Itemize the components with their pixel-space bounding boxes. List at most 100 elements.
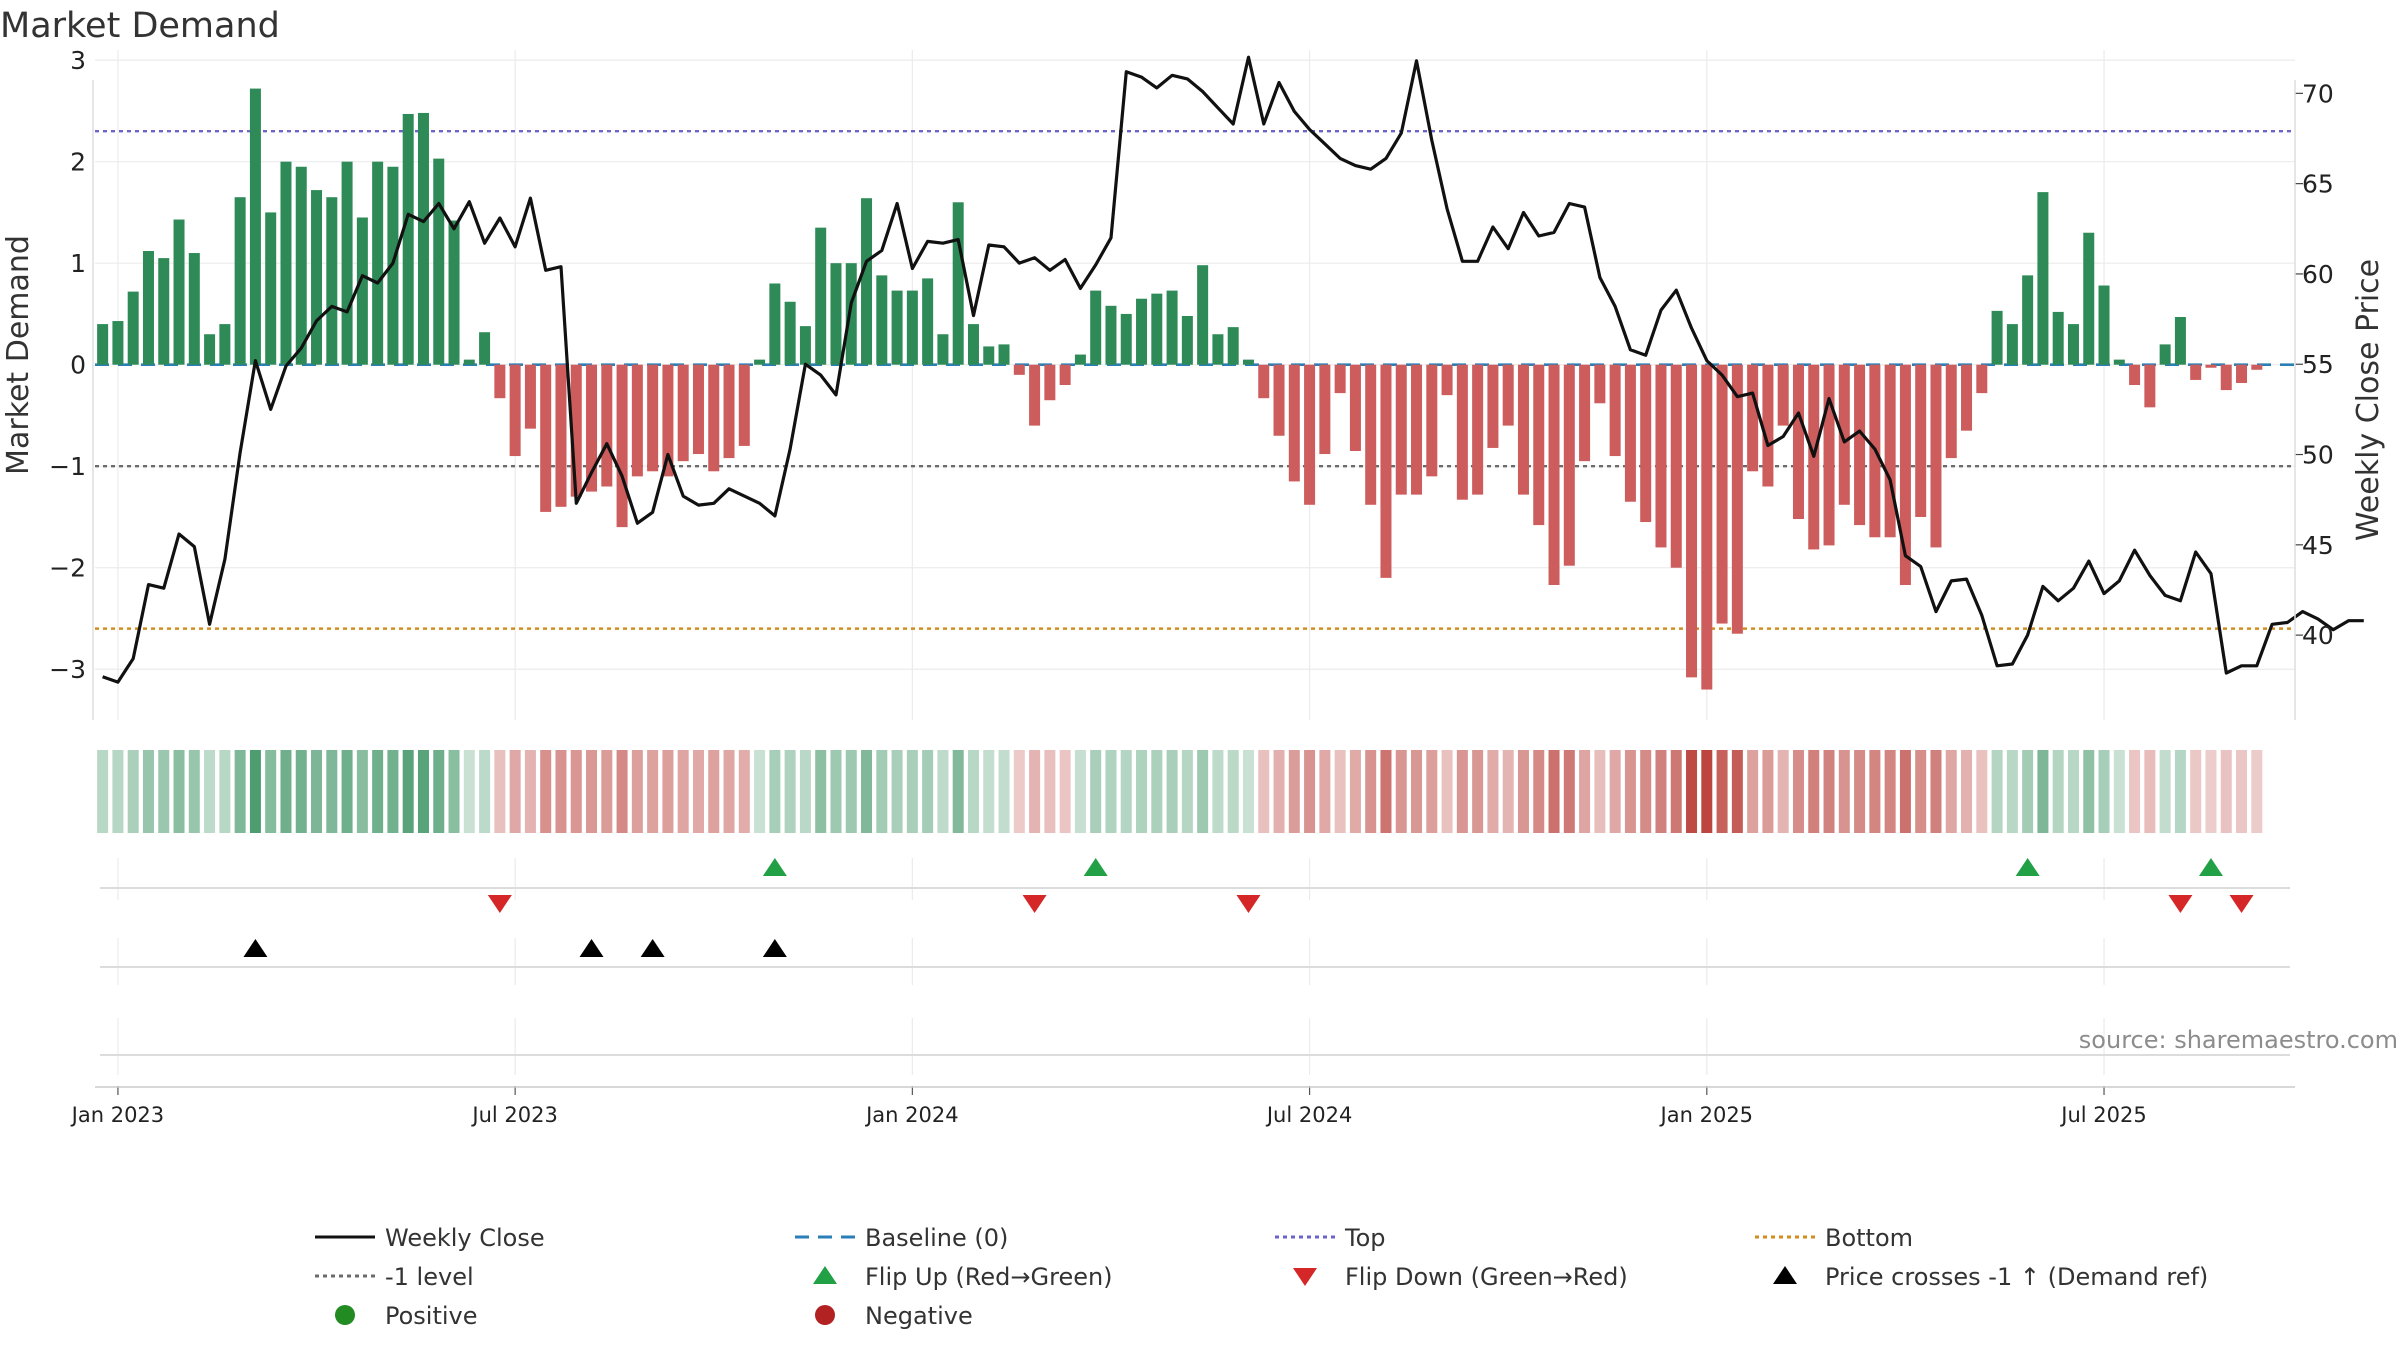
demand-bar-positive xyxy=(97,324,109,365)
legend-symbol xyxy=(813,1266,837,1284)
heat-cell xyxy=(1823,750,1835,833)
demand-bar-positive xyxy=(402,113,414,365)
heat-cell xyxy=(1731,750,1743,833)
heat-cell xyxy=(188,750,200,833)
demand-bar-negative xyxy=(677,364,689,462)
demand-bar-negative xyxy=(524,364,536,429)
demand-bar-negative xyxy=(1686,364,1698,678)
heat-cell xyxy=(1716,750,1728,833)
heat-cell xyxy=(2067,750,2079,833)
demand-bar-positive xyxy=(372,161,384,365)
heat-cell xyxy=(540,750,552,833)
demand-bar-negative xyxy=(723,364,735,459)
heat-cell xyxy=(1258,750,1270,833)
heat-cell xyxy=(524,750,536,833)
price-series xyxy=(102,55,2364,684)
heat-cell xyxy=(1838,750,1850,833)
demand-bar-negative xyxy=(1502,364,1514,426)
heat-cell xyxy=(570,750,582,833)
demand-bar-negative xyxy=(1854,364,1866,526)
demand-bar-positive xyxy=(356,217,368,365)
demand-bar-positive xyxy=(937,334,949,365)
legend: Weekly Close Baseline (0) Top Bottom -1 leve… xyxy=(315,1224,2208,1330)
heat-cell xyxy=(1426,750,1438,833)
heat-cell xyxy=(2174,750,2186,833)
heat-cell xyxy=(1594,750,1606,833)
demand-bar-positive xyxy=(830,263,842,365)
heat-cell xyxy=(158,750,170,833)
flip-up-marker xyxy=(762,858,787,876)
legend-symbol xyxy=(1293,1268,1317,1286)
right-tick-label: 50 xyxy=(2302,441,2334,470)
heat-cell xyxy=(249,750,261,833)
demand-bar-negative xyxy=(1777,364,1789,426)
left-tick-label: −1 xyxy=(49,452,86,481)
heat-cell xyxy=(983,750,995,833)
legend-label: Negative xyxy=(865,1302,973,1330)
demand-bar-negative xyxy=(1747,364,1759,472)
demand-bar-positive xyxy=(815,227,827,365)
demand-bar-negative xyxy=(2251,364,2263,370)
x-tick-label: Jul 2024 xyxy=(1265,1103,1352,1127)
demand-bar-negative xyxy=(1441,364,1453,396)
demand-bar-negative xyxy=(494,364,506,399)
heat-cell xyxy=(2129,750,2141,833)
demand-bar-negative xyxy=(509,364,521,457)
demand-bar-positive xyxy=(769,283,781,365)
demand-bar-negative xyxy=(1395,364,1407,495)
heat-cell xyxy=(1441,750,1453,833)
heat-cell xyxy=(1747,750,1759,833)
demand-bar-positive xyxy=(891,290,903,365)
demand-bar-negative xyxy=(1487,364,1499,448)
demand-bar-negative xyxy=(2144,364,2156,408)
demand-bar-positive xyxy=(341,161,353,365)
heat-cell xyxy=(738,750,750,833)
heat-cell xyxy=(662,750,674,833)
demand-bar-negative xyxy=(1426,364,1438,477)
heat-cell xyxy=(845,750,857,833)
heat-cell xyxy=(2220,750,2232,833)
heat-cell xyxy=(1884,750,1896,833)
flip-down-marker xyxy=(487,895,512,913)
heat-cell xyxy=(1991,750,2003,833)
demand-bar-positive xyxy=(433,158,445,365)
heat-cell xyxy=(402,750,414,833)
heat-cell xyxy=(2190,750,2202,833)
heat-cell xyxy=(1181,750,1193,833)
x-tick-label: Jul 2025 xyxy=(2059,1103,2146,1127)
demand-bar-negative xyxy=(1899,364,1911,585)
demand-bar-positive xyxy=(219,324,231,365)
demand-bar-negative xyxy=(1013,364,1025,375)
demand-bar-negative xyxy=(631,364,643,477)
demand-bar-negative xyxy=(2205,364,2217,368)
demand-bar-positive xyxy=(952,202,964,365)
x-tick-label: Jan 2024 xyxy=(864,1103,959,1127)
left-axis-title: Market Demand xyxy=(1,235,36,475)
heat-cell xyxy=(2113,750,2125,833)
demand-bar-positive xyxy=(249,88,261,365)
heat-cell xyxy=(1808,750,1820,833)
heat-cell xyxy=(1151,750,1163,833)
heat-cell xyxy=(1074,750,1086,833)
demand-bar-positive xyxy=(326,197,338,365)
heat-cell xyxy=(769,750,781,833)
left-tick-label: −2 xyxy=(49,554,86,583)
flip-down-marker xyxy=(1236,895,1261,913)
heat-cell xyxy=(1915,750,1927,833)
demand-bar-negative xyxy=(1456,364,1468,500)
heat-cell xyxy=(341,750,353,833)
demand-bar-positive xyxy=(784,301,796,365)
demand-bar-negative xyxy=(540,364,552,512)
heat-cell xyxy=(555,750,567,833)
heat-cell xyxy=(723,750,735,833)
legend-label: -1 level xyxy=(385,1263,474,1291)
demand-bar-positive xyxy=(2083,232,2095,365)
heat-cell xyxy=(295,750,307,833)
demand-bar-positive xyxy=(1105,305,1117,365)
heat-cell xyxy=(631,750,643,833)
demand-bar-positive xyxy=(2006,324,2018,365)
grid-layer xyxy=(95,50,2295,1075)
x-tick-label: Jul 2023 xyxy=(470,1103,557,1127)
heat-cell xyxy=(372,750,384,833)
